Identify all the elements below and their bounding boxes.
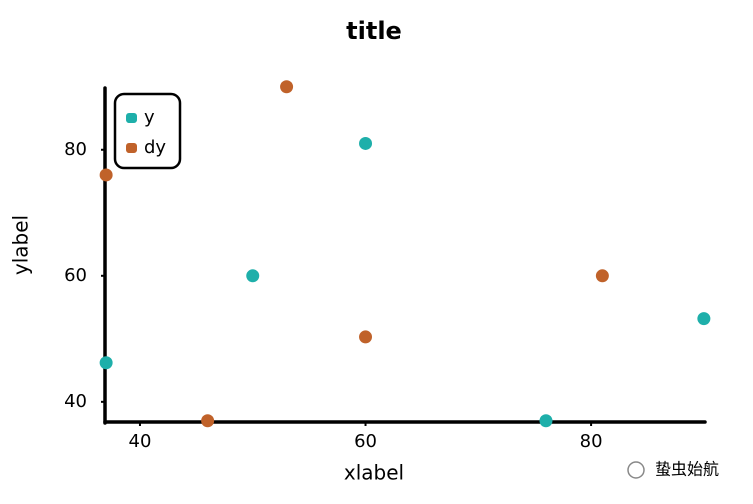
y-tick-label: 40 [64,391,87,412]
scatter-point [539,414,553,428]
scatter-point [99,356,113,370]
x-tick-label: 60 [354,431,377,452]
scatter-point [595,269,609,283]
x-tick-label: 40 [129,431,152,452]
x-tick-label: 80 [580,431,603,452]
chart-title: title [346,17,402,45]
legend-marker [126,143,137,153]
legend-marker [126,113,137,123]
watermark-icon [627,461,645,479]
legend-label: y [144,107,155,128]
x-axis-label: xlabel [344,461,404,485]
watermark: 蛰虫始航 [627,460,719,479]
y-axis-label: ylabel [9,215,33,275]
scatter-point [246,269,260,283]
legend-label: dy [144,137,166,158]
scatter-point [280,80,294,94]
scatter-point [359,136,373,150]
scatter-point [201,414,215,428]
scatter-point [359,330,373,344]
y-tick-label: 60 [64,265,87,286]
y-tick-label: 80 [64,139,87,160]
scatter-point [99,168,113,182]
scatter-point [697,312,711,326]
watermark-text: 蛰虫始航 [655,460,719,479]
